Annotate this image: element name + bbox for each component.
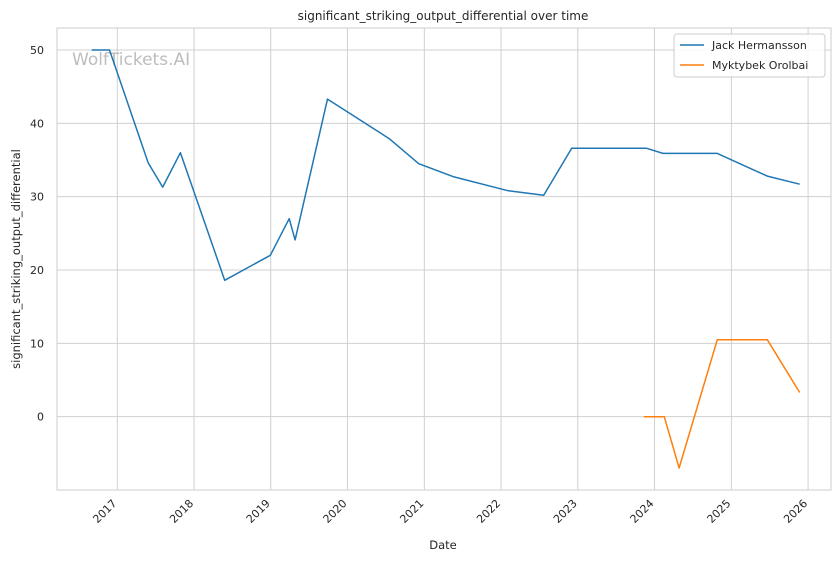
y-tick-label: 40 [30,117,44,130]
y-axis-label: significant_striking_output_differential [9,149,23,369]
x-tick-label: 2018 [167,497,196,526]
x-tick-label: 2019 [244,497,273,526]
series-lines [91,49,801,469]
legend-label-jack-hermansson: Jack Hermansson [711,39,807,52]
x-tick-label: 2021 [397,497,426,526]
plot-frame [56,27,832,491]
series-line-myktybek-orolbai [643,338,801,469]
y-tick-label: 0 [37,411,44,424]
x-tick-label: 2024 [628,497,657,526]
chart-title: significant_striking_output_differential… [298,9,589,23]
x-tick-label: 2022 [474,497,503,526]
legend-label-myktybek-orolbai: Myktybek Orolbai [712,59,808,72]
legend-box [673,33,826,78]
x-tick-label: 2026 [781,497,810,526]
x-tick-label: 2023 [551,497,580,526]
x-tick-label: 2025 [705,497,734,526]
x-axis-label: Date [429,538,457,552]
y-tick-label: 50 [30,44,44,57]
series-line-jack-hermansson [91,49,800,282]
x-tick-label: 2020 [321,497,350,526]
y-tick-label: 20 [30,264,44,277]
y-tick-label: 30 [30,191,44,204]
legend: Jack Hermansson Myktybek Orolbai [673,33,826,78]
watermark: WolfTickets.AI [72,50,190,70]
y-axis-ticks: 0 10 20 30 40 50 [30,44,44,424]
x-axis-ticks: 2017 2018 2019 2020 2021 2022 2023 2024 2025 2026 [90,497,810,526]
x-tick-label: 2017 [90,497,119,526]
gridlines [57,28,831,490]
y-tick-label: 10 [30,337,44,350]
